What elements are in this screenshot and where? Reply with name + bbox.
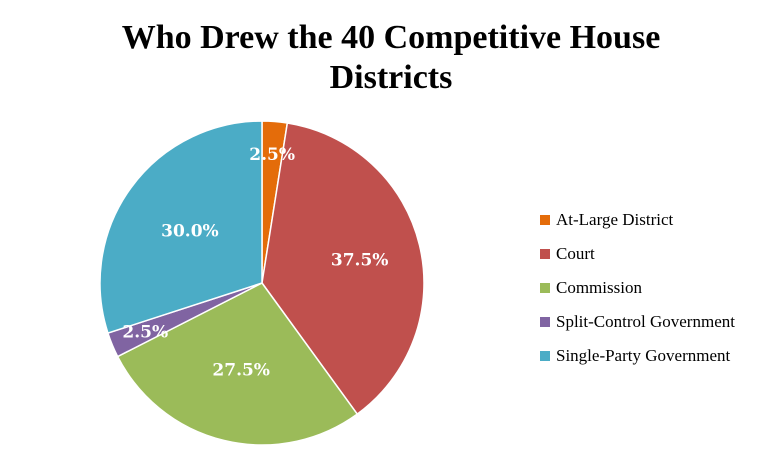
legend-swatch [540,283,550,293]
legend-label: At-Large District [556,210,674,229]
legend-item-split-control-government: Split-Control Government [540,305,735,339]
chart-title-line-2: Districts [329,59,453,96]
data-label-at-large-district: 2.5% [249,145,295,165]
legend: At-Large District Court Commission Split… [540,203,735,373]
legend-label: Court [556,244,595,263]
legend-item-commission: Commission [540,271,735,305]
data-label-split-control-government: 2.5% [122,322,168,342]
data-label-commission: 27.5% [212,361,270,381]
data-label-court: 37.5% [331,251,389,271]
slice-single-party-government [99,120,263,335]
legend-swatch [540,215,550,225]
legend-swatch [540,249,550,259]
slice-commission [116,282,359,446]
slice-court [261,122,425,416]
legend-swatch [540,317,550,327]
legend-item-at-large-district: At-Large District [540,203,735,237]
legend-label: Commission [556,278,642,297]
legend-item-single-party-government: Single-Party Government [540,339,735,373]
legend-label: Single-Party Government [556,346,731,365]
chart-title-line-1: Who Drew the 40 Competitive House [121,19,661,56]
legend-swatch [540,351,550,361]
data-label-single-party-government: 30.0% [161,222,219,242]
legend-label: Split-Control Government [556,312,735,331]
legend-item-court: Court [540,237,735,271]
